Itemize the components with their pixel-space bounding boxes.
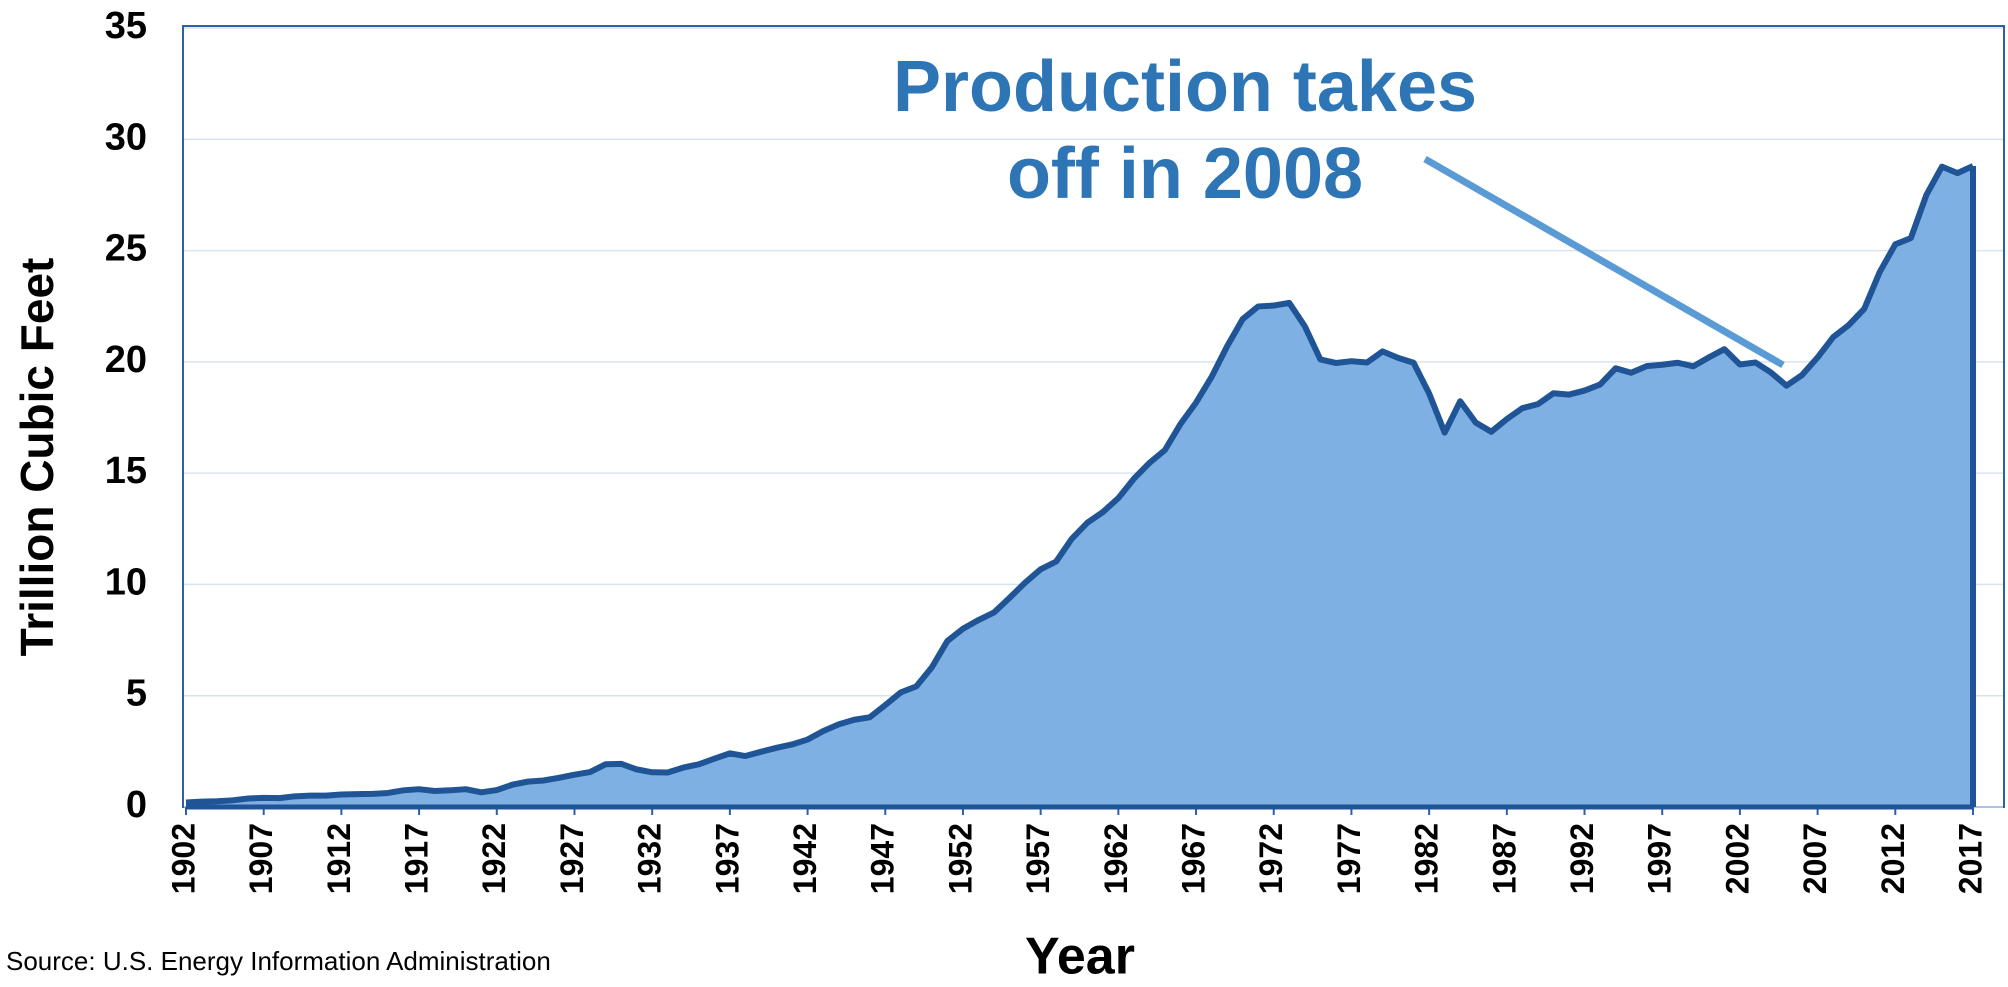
source-note: Source: U.S. Energy Information Administ… xyxy=(6,946,551,976)
x-tick-label: 1962 xyxy=(1098,823,1134,894)
annotation-text: off in 2008 xyxy=(1007,134,1363,214)
x-tick-label: 2017 xyxy=(1952,823,1988,894)
x-tick-label: 1977 xyxy=(1331,823,1367,894)
y-tick-label: 0 xyxy=(126,784,147,826)
x-axis-label: Year xyxy=(1025,928,1135,986)
x-tick-label: 1907 xyxy=(243,823,279,894)
x-tick-label: 1922 xyxy=(476,823,512,894)
x-tick-label: 2012 xyxy=(1875,823,1911,894)
x-tick-label: 1982 xyxy=(1409,823,1445,894)
x-tick-label: 1927 xyxy=(554,823,590,894)
x-tick-label: 1917 xyxy=(399,823,435,894)
annotation-text: Production takes xyxy=(893,47,1477,127)
x-tick-label: 1997 xyxy=(1642,823,1678,894)
x-tick-label: 1947 xyxy=(865,823,901,894)
y-tick-label: 5 xyxy=(126,673,147,715)
y-axis-label: Trillion Cubic Feet xyxy=(11,258,63,657)
x-tick-label: 1992 xyxy=(1564,823,1600,894)
y-tick-label: 15 xyxy=(105,450,147,492)
x-tick-label: 1967 xyxy=(1175,823,1211,894)
x-tick-label: 1952 xyxy=(942,823,978,894)
y-tick-label: 30 xyxy=(105,116,147,158)
x-tick-label: 1912 xyxy=(321,823,357,894)
y-tick-label: 35 xyxy=(105,5,147,47)
x-tick-label: 1902 xyxy=(165,823,201,894)
x-tick-label: 1987 xyxy=(1486,823,1522,894)
x-tick-label: 2007 xyxy=(1797,823,1833,894)
area-fill xyxy=(186,165,1973,808)
x-tick-label: 1937 xyxy=(709,823,745,894)
x-tick-label: 1957 xyxy=(1020,823,1056,894)
y-tick-label: 25 xyxy=(105,228,147,270)
x-tick-label: 2002 xyxy=(1719,823,1755,894)
y-tick-label: 20 xyxy=(105,339,147,381)
y-tick-label: 10 xyxy=(105,561,147,603)
x-tick-label: 1932 xyxy=(632,823,668,894)
annotation-arrow xyxy=(1423,155,1785,369)
x-tick-label: 1942 xyxy=(787,823,823,894)
area-line xyxy=(185,163,1975,806)
x-tick-label: 1972 xyxy=(1253,823,1289,894)
